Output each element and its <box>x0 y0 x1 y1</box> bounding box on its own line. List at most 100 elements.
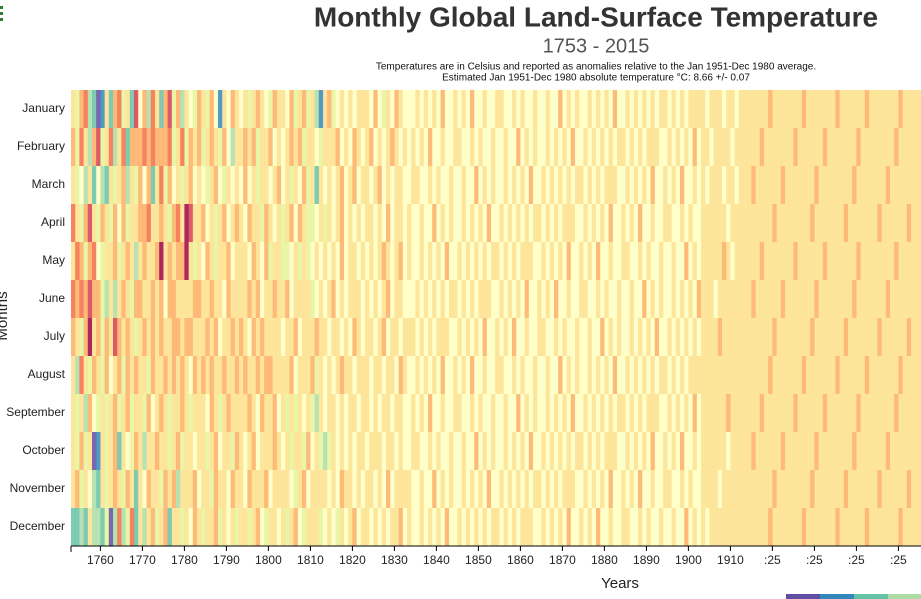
heat-cell <box>432 204 437 242</box>
heat-cell <box>79 204 84 242</box>
heat-cell <box>87 356 93 394</box>
heat-cell <box>663 318 668 356</box>
heat-cell <box>108 394 114 432</box>
heat-cell <box>722 242 727 280</box>
heat-cell <box>919 128 921 166</box>
heat-cell <box>335 90 341 128</box>
heat-cell <box>453 394 458 432</box>
heat-cell <box>230 356 236 394</box>
heat-cell <box>738 470 744 508</box>
heat-cell <box>566 128 572 166</box>
heat-cell <box>772 508 777 546</box>
heat-cell <box>705 394 710 432</box>
heat-cell <box>100 508 105 546</box>
heat-cell <box>705 280 710 318</box>
heat-cell <box>218 394 223 432</box>
heat-cell <box>243 90 248 128</box>
heat-cell <box>407 470 412 508</box>
heat-cell <box>142 432 147 470</box>
heat-cell <box>213 204 219 242</box>
heat-cell <box>331 242 336 280</box>
heat-cell <box>87 204 93 242</box>
heat-cell <box>96 90 101 128</box>
heat-cell <box>537 128 542 166</box>
heat-cell <box>285 508 290 546</box>
heat-cell <box>520 394 525 432</box>
heat-cell <box>121 242 126 280</box>
heat-cell <box>150 432 156 470</box>
heat-cell <box>793 90 798 128</box>
heat-cell <box>583 432 588 470</box>
heat-cell <box>764 242 769 280</box>
heat-cell <box>520 242 525 280</box>
y-tick-label: November <box>10 481 65 495</box>
heat-cell <box>633 242 639 280</box>
heat-cell <box>486 242 492 280</box>
heat-cell <box>457 356 462 394</box>
heat-cell <box>772 166 777 204</box>
heat-cell <box>873 90 878 128</box>
heat-cell <box>268 318 273 356</box>
heat-cell <box>558 470 563 508</box>
heat-cell <box>537 318 542 356</box>
heat-cell <box>642 508 647 546</box>
heat-cell <box>239 166 244 204</box>
heat-cell <box>129 394 135 432</box>
heat-cell <box>79 470 84 508</box>
heat-cell <box>562 508 567 546</box>
heat-cell <box>629 394 635 432</box>
heat-cell <box>398 90 404 128</box>
heat-cell <box>524 242 530 280</box>
heat-cell <box>545 394 551 432</box>
heat-cell <box>453 470 458 508</box>
heat-cell <box>684 242 689 280</box>
heat-cell <box>205 432 210 470</box>
heat-cell <box>205 318 210 356</box>
heat-cell <box>633 432 639 470</box>
heat-cell <box>352 508 357 546</box>
heat-cell <box>255 166 261 204</box>
heat-cell <box>108 166 114 204</box>
heat-cell <box>314 242 320 280</box>
heat-cell <box>503 318 509 356</box>
heat-cell <box>335 318 341 356</box>
menu-icon[interactable] <box>0 6 3 21</box>
heat-cell <box>436 470 441 508</box>
heat-cell <box>495 166 500 204</box>
heat-cell <box>234 356 240 394</box>
heat-cell <box>352 166 357 204</box>
heat-cell <box>579 204 584 242</box>
heat-cell <box>780 470 786 508</box>
heat-cell <box>806 90 811 128</box>
heat-cell <box>87 394 93 432</box>
heat-cell <box>218 280 223 318</box>
heat-cell <box>411 394 416 432</box>
heat-cell <box>545 242 551 280</box>
heat-cell <box>306 394 311 432</box>
heat-cell <box>104 128 110 166</box>
heat-cell <box>583 242 588 280</box>
heat-cell <box>533 280 538 318</box>
heat-cell <box>302 204 307 242</box>
heat-cell <box>507 90 513 128</box>
heat-cell <box>272 318 278 356</box>
heat-cell <box>251 166 257 204</box>
heat-cell <box>218 90 223 128</box>
heat-cell <box>499 432 504 470</box>
heat-cell <box>297 166 303 204</box>
heat-cell <box>629 90 635 128</box>
heat-cell <box>113 432 118 470</box>
heat-cell <box>549 128 555 166</box>
heat-cell <box>142 508 147 546</box>
heat-cell <box>453 166 458 204</box>
heat-cell <box>570 318 576 356</box>
heat-cell <box>591 166 597 204</box>
heat-cell <box>134 432 139 470</box>
heat-cell <box>650 318 656 356</box>
heat-cell <box>852 204 857 242</box>
heat-cell <box>646 90 651 128</box>
heat-cell <box>646 356 651 394</box>
heat-cell <box>726 432 731 470</box>
heat-cell <box>793 470 798 508</box>
y-tick-label: June <box>39 291 65 305</box>
